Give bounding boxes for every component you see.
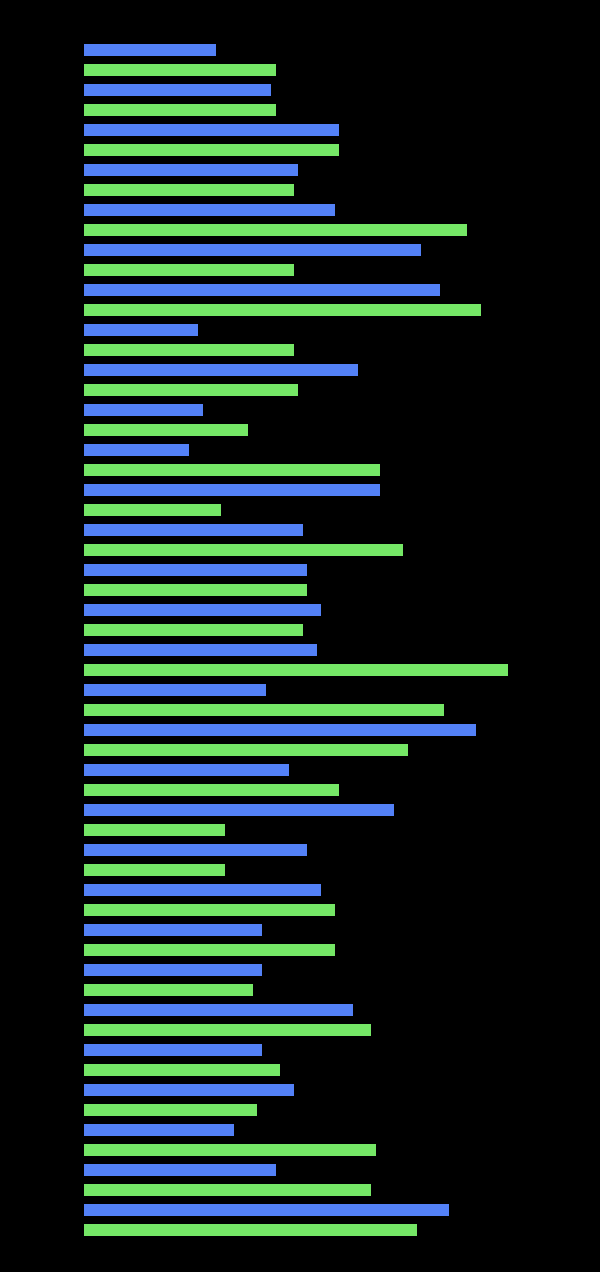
bar [84,144,339,156]
bar [84,684,266,696]
bar [84,64,276,76]
bar [84,964,262,976]
bar [84,784,339,796]
bar [84,984,253,996]
bar [84,1224,417,1236]
bar [84,324,198,336]
bar [84,524,303,536]
bar [84,924,262,936]
bar [84,264,294,276]
bar [84,204,335,216]
bar [84,444,189,456]
bar [84,884,321,896]
bar [84,544,403,556]
bar [84,1004,353,1016]
bar [84,1204,449,1216]
bar [84,304,481,316]
bar [84,424,248,436]
bar [84,184,294,196]
bar [84,744,408,756]
bar [84,644,317,656]
bar [84,1064,280,1076]
bar [84,1124,234,1136]
bar [84,284,440,296]
bar [84,1044,262,1056]
bar [84,1084,294,1096]
bar [84,1024,371,1036]
bar [84,764,289,776]
bar [84,664,508,676]
bar [84,464,380,476]
bar [84,364,358,376]
bar [84,724,476,736]
horizontal-bar-chart [0,0,600,1272]
bar [84,584,307,596]
bar [84,844,307,856]
bar [84,224,467,236]
bar [84,824,225,836]
bar [84,104,276,116]
bar [84,904,335,916]
bar [84,484,380,496]
bar [84,344,294,356]
bar [84,164,298,176]
bar [84,504,221,516]
bar [84,704,444,716]
bar [84,944,335,956]
bar [84,1184,371,1196]
bar [84,124,339,136]
bar [84,84,271,96]
bar [84,384,298,396]
bar [84,44,216,56]
bar [84,1164,276,1176]
bar [84,604,321,616]
bar [84,624,303,636]
bar [84,1144,376,1156]
bar [84,1104,257,1116]
bar [84,564,307,576]
bar [84,404,203,416]
bar [84,244,421,256]
bar [84,864,225,876]
bar [84,804,394,816]
